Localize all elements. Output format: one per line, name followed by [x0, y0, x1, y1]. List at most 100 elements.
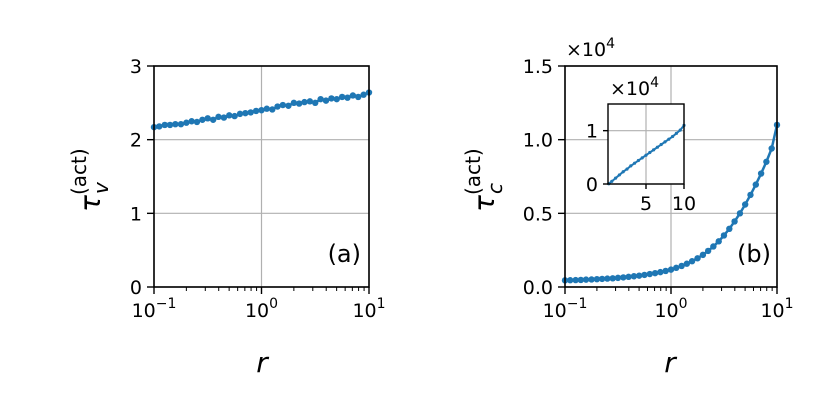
panel-b-data-point — [731, 218, 738, 225]
panel-b-data-point — [641, 271, 648, 279]
panel-b-data-point — [598, 275, 606, 283]
panel-b-ylabel-sub: c — [483, 183, 507, 194]
panel-b-ylabel-symbol: τ — [468, 195, 501, 212]
inset-data-point — [674, 131, 679, 135]
panel-b-data-point — [635, 272, 643, 279]
panel-b-data-point — [688, 258, 696, 265]
panel-a-data-point — [263, 105, 270, 112]
panel-a-data-point — [215, 113, 222, 121]
panel-a-ylabel-sup: (act) — [67, 148, 91, 195]
inset-data-point — [644, 153, 648, 157]
panel-a-series — [150, 89, 373, 131]
panel-a-data-point — [279, 101, 287, 109]
panel-a-ytick-label: 2 — [130, 130, 142, 152]
panel-a-xtick-label: 10−1 — [132, 296, 177, 322]
inset-data-point — [659, 142, 663, 147]
panel-b-data-point — [704, 247, 712, 255]
panel-b-data-point — [609, 275, 616, 282]
panel-a-ylabel-sub: v — [89, 181, 113, 194]
inset-data-point — [621, 170, 625, 174]
panel-a-data-point — [188, 118, 195, 125]
inset-series — [607, 123, 686, 186]
panel-b-data-point — [577, 276, 585, 284]
inset-ytick-label: 0 — [586, 174, 598, 196]
inset-multiplier: ×104 — [610, 75, 659, 100]
panel-a-data-point — [209, 116, 217, 123]
inset-data-point — [614, 176, 618, 180]
panel-b-ytick-label: 1.5 — [523, 56, 553, 78]
panel-a-data-point — [258, 107, 265, 114]
panel-b-xtick-label: 101 — [760, 296, 793, 322]
panel-b-data-point — [741, 201, 749, 208]
panel-a-data-point — [274, 103, 281, 110]
panel-b-data-point — [614, 274, 622, 282]
panel-b-multiplier: ×104 — [566, 36, 615, 61]
panel-b-ytick-label: 0.0 — [523, 277, 553, 299]
inset-data-point — [663, 140, 667, 144]
panel-a-data-point — [252, 107, 260, 115]
inset-data-point — [671, 134, 675, 139]
panel-b-data-point — [726, 225, 733, 233]
panel-b-data-point — [763, 158, 770, 165]
panel-b-ytick-label: 1.0 — [523, 130, 553, 152]
panel-b-data-point — [604, 275, 611, 282]
panel-a-data-point — [161, 121, 168, 129]
inset-data-point — [610, 179, 614, 183]
panel-a-data-point — [269, 106, 276, 113]
panel-b-ylabel: τ c (act) — [461, 148, 507, 212]
panel-b-data-point — [582, 276, 590, 283]
panel-b-inset: 5 10 0 1 ×104 — [586, 75, 696, 215]
panel-a-xlabel: r — [256, 346, 269, 379]
panel-b-data-point — [651, 269, 659, 277]
panel-b-data-point — [768, 145, 775, 152]
panel-a-data-point — [156, 123, 163, 130]
panel-b-data-point — [699, 251, 707, 259]
inset-data-point — [655, 145, 660, 149]
panel-b-data-point — [694, 255, 701, 262]
inset-data-point — [648, 150, 652, 155]
panel-a-xtick-label: 101 — [352, 296, 385, 322]
panel-b-ytick-label: 0.5 — [523, 203, 553, 225]
panel-a-data-point — [312, 99, 319, 107]
panel-b-data-point — [588, 276, 595, 283]
panel-a-data-point — [328, 95, 335, 102]
panel-a-data-point — [285, 102, 292, 109]
inset-data-point — [667, 137, 671, 141]
panel-b-data-point — [567, 277, 574, 284]
panel-a-data-point — [338, 93, 346, 101]
panel-b-data-point — [720, 232, 728, 239]
panel-a-data-point — [231, 112, 238, 120]
panel-b-data-point — [736, 210, 744, 217]
panel-b-data-point — [683, 260, 691, 267]
inset-data-point — [617, 173, 622, 177]
panel-b-data-point — [657, 268, 664, 276]
inset-ticks: 5 10 0 1 — [586, 121, 696, 215]
panel-b-data-point — [620, 274, 627, 281]
panel-b-data-point — [715, 238, 722, 245]
panel-a-data-point — [220, 114, 228, 121]
panel-b-data-point — [747, 191, 754, 199]
panel-a-ylabel: τ v (act) — [67, 148, 113, 212]
panel-b-label: (b) — [737, 240, 771, 268]
panel-a-data-point — [290, 99, 298, 107]
panel-b-data-point — [673, 264, 680, 272]
inset-data-point — [678, 128, 682, 132]
panel-a-ytick-label: 1 — [130, 203, 142, 225]
inset-data-point — [636, 158, 641, 163]
panel-a-data-point — [333, 95, 340, 103]
panel-b-data-point — [646, 270, 654, 278]
panel-a-data-point — [317, 95, 324, 103]
panel-b-data-point — [667, 266, 675, 273]
inset-data-point — [633, 161, 637, 165]
panel-a-ytick-label: 3 — [130, 56, 142, 78]
panel-a-data-point — [306, 98, 314, 105]
panel-a-data-point — [193, 118, 201, 126]
panel-a-data-point — [301, 98, 308, 106]
panel-b-data-point — [757, 170, 765, 177]
inset-xtick-label: 10 — [672, 193, 696, 215]
panel-a-xtick-label: 100 — [245, 296, 278, 322]
panel-b-series — [561, 121, 781, 284]
